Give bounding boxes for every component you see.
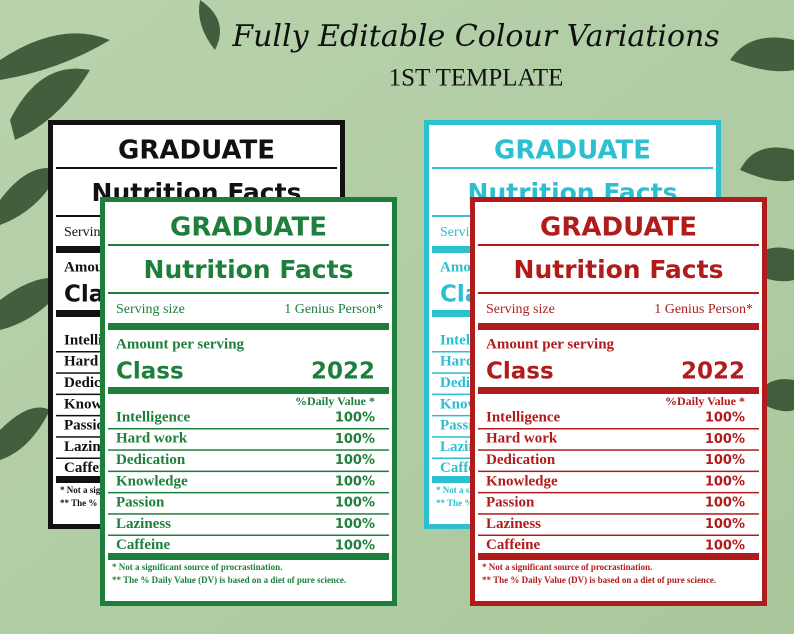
class-label: Class xyxy=(486,359,554,385)
footnote: * Not a significant source of procrastin… xyxy=(482,562,652,572)
row-name: Dedication xyxy=(486,452,556,468)
thick-rule xyxy=(108,553,389,560)
rule xyxy=(108,534,389,536)
row-name: Caffeine xyxy=(116,537,170,553)
nutrition-card: GRADUATE Nutrition Facts Serving size 1 Gen… xyxy=(470,197,767,606)
rule xyxy=(108,470,389,473)
row-value: 100% xyxy=(335,411,375,426)
footnote: ** The % Daily Value (DV) is based on a … xyxy=(482,575,716,585)
leaf xyxy=(740,147,794,182)
leaf xyxy=(199,0,220,50)
row-name: Intelligence xyxy=(486,409,560,425)
serving-value: 1 Genius Person* xyxy=(654,302,753,317)
row-value: 100% xyxy=(705,496,745,511)
rule xyxy=(478,449,759,451)
row-value: 100% xyxy=(705,517,745,532)
thick-rule xyxy=(478,323,759,330)
row-name: Intelligence xyxy=(116,409,190,425)
thick-rule xyxy=(478,387,759,394)
rule xyxy=(478,470,759,473)
card-heading: Nutrition Facts xyxy=(514,255,724,284)
card-heading: Nutrition Facts xyxy=(144,255,354,284)
leaf xyxy=(730,37,794,72)
thick-rule xyxy=(478,553,759,560)
row-name: Dedication xyxy=(116,452,186,468)
serving-label: Serving size xyxy=(116,302,185,317)
cards: GRADUATE Nutrition Facts Serving size 1 Gen… xyxy=(48,120,767,606)
rule xyxy=(108,491,389,494)
footnote: ** The % Daily Value (DV) is based on a … xyxy=(112,575,346,585)
row-name: Caffeine xyxy=(486,537,540,553)
card-border xyxy=(100,197,397,606)
row-value: 100% xyxy=(705,538,745,553)
row-value: 100% xyxy=(335,432,375,447)
rule xyxy=(108,513,389,515)
leaf xyxy=(10,68,90,140)
amount: Amount per serving xyxy=(116,336,245,352)
serving-value: 1 Genius Person* xyxy=(284,302,383,317)
row-name: Laziness xyxy=(486,516,541,532)
rule xyxy=(478,244,759,246)
rule xyxy=(478,491,759,494)
row-name: Knowledge xyxy=(486,473,558,489)
class-year: 2022 xyxy=(681,359,745,385)
header-subtitle: 1ST TEMPLATE xyxy=(389,65,564,92)
rule xyxy=(108,244,389,246)
rule xyxy=(56,167,337,169)
row-value: 100% xyxy=(335,474,375,489)
rule xyxy=(108,292,389,294)
class-label: Class xyxy=(116,359,184,385)
footnote: * Not a significant source of procrastin… xyxy=(112,562,282,572)
rule xyxy=(432,167,713,169)
row-name: Passion xyxy=(486,495,535,511)
rule xyxy=(108,428,389,430)
dv-header: %Daily Value * xyxy=(295,394,375,408)
row-name: Passion xyxy=(116,495,165,511)
leaf xyxy=(0,168,60,225)
row-value: 100% xyxy=(335,496,375,511)
rule xyxy=(478,534,759,536)
leaf xyxy=(0,407,50,460)
row-value: 100% xyxy=(335,538,375,553)
header-title: Fully Editable Colour Variations xyxy=(231,19,719,54)
rule xyxy=(478,428,759,430)
serving-label: Serving size xyxy=(486,302,555,317)
card-title: GRADUATE xyxy=(494,136,651,166)
thick-rule xyxy=(108,387,389,394)
row-name: Hard work xyxy=(116,431,188,447)
card-title: GRADUATE xyxy=(170,213,327,243)
rule xyxy=(478,513,759,515)
card-title: GRADUATE xyxy=(118,136,275,166)
row-value: 100% xyxy=(705,411,745,426)
dv-header: %Daily Value * xyxy=(665,394,745,408)
row-value: 100% xyxy=(335,517,375,532)
class-year: 2022 xyxy=(311,359,375,385)
leaf xyxy=(0,33,110,80)
rule xyxy=(478,292,759,294)
row-value: 100% xyxy=(705,453,745,468)
row-value: 100% xyxy=(335,453,375,468)
row-name: Hard work xyxy=(486,431,558,447)
card-border xyxy=(470,197,767,606)
card-title: GRADUATE xyxy=(540,213,697,243)
amount: Amount per serving xyxy=(486,336,615,352)
row-value: 100% xyxy=(705,432,745,447)
row-name: Laziness xyxy=(116,516,171,532)
row-value: 100% xyxy=(705,474,745,489)
row-name: Knowledge xyxy=(116,473,188,489)
rule xyxy=(108,449,389,451)
nutrition-card: GRADUATE Nutrition Facts Serving size 1 Gen… xyxy=(100,197,397,606)
thick-rule xyxy=(108,323,389,330)
